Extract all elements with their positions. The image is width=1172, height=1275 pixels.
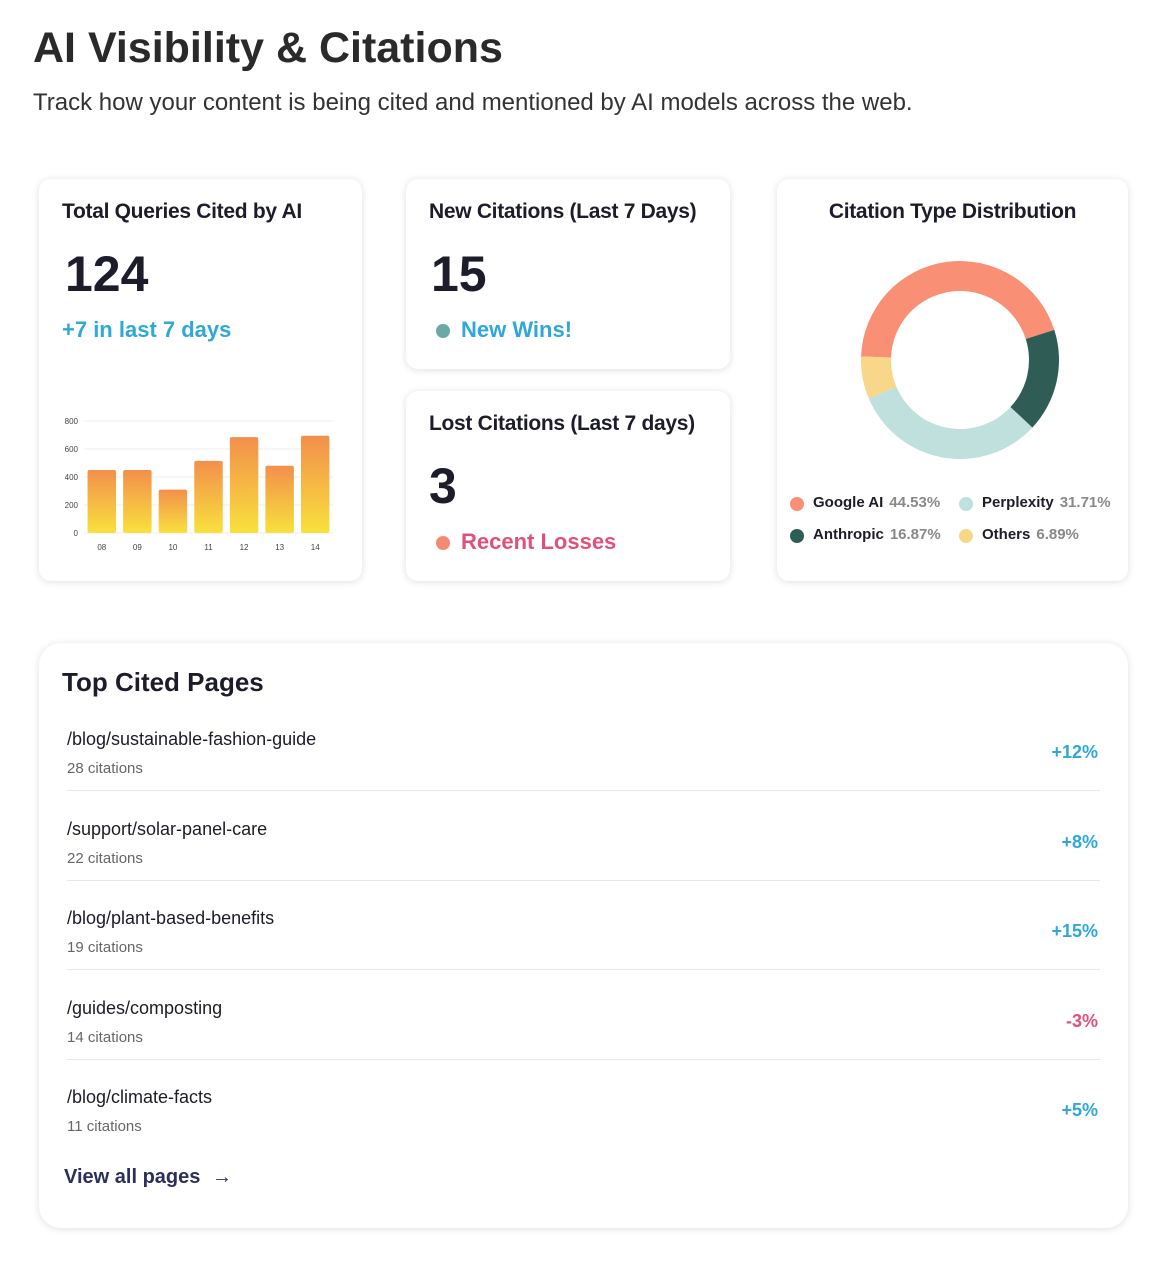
- page-subtitle: Track how your content is being cited an…: [33, 89, 913, 116]
- legend-swatch: [790, 529, 804, 543]
- section-title: Top Cited Pages: [62, 667, 264, 697]
- legend-swatch: [959, 497, 973, 511]
- view-all-link[interactable]: View all pages →: [64, 1166, 232, 1188]
- donut-segment: [868, 386, 1033, 459]
- page-title: AI Visibility & Citations: [33, 24, 503, 72]
- change-value: +15%: [1051, 921, 1098, 942]
- legend-value: 6.89%: [1036, 526, 1079, 543]
- card-title: Citation Type Distribution: [828, 200, 1077, 223]
- page-path: /blog/climate-facts: [67, 1087, 213, 1108]
- legend-value: 31.71%: [1059, 494, 1111, 511]
- legend-label: Google AI: [813, 494, 884, 511]
- legend-value: 44.53%: [889, 494, 941, 511]
- card-status: Recent Losses: [461, 529, 617, 554]
- row-separator: [67, 879, 1100, 881]
- bar: [300, 435, 330, 533]
- card-title: Lost Citations (Last 7 days): [429, 412, 695, 435]
- donut-segment: [861, 356, 897, 399]
- x-tick-label: 09: [133, 543, 142, 552]
- change-value: +8%: [1061, 831, 1098, 852]
- y-tick-label: 600: [65, 445, 79, 454]
- card-status: New Wins!: [461, 317, 573, 342]
- page-path: /guides/composting: [67, 997, 223, 1018]
- bar: [123, 470, 152, 533]
- legend-item: Anthropic 16.87%: [813, 526, 941, 543]
- card-value: 124: [65, 246, 149, 302]
- status-dot: [436, 324, 450, 338]
- donut-segment: [861, 261, 1055, 358]
- page-path: /blog/sustainable-fashion-guide: [67, 729, 317, 749]
- card-value: 3: [429, 458, 457, 514]
- card-title: Total Queries Cited by AI: [62, 200, 302, 223]
- legend-swatch: [790, 497, 804, 511]
- distribution-card: Citation Type Distribution: [777, 179, 1128, 581]
- page-path: /blog/plant-based-benefits: [67, 908, 275, 929]
- citation-count: 28 citations: [67, 760, 143, 777]
- x-tick-label: 08: [97, 543, 106, 552]
- legend-value: 16.87%: [889, 526, 941, 543]
- bar: [194, 460, 223, 533]
- bar: [158, 489, 188, 533]
- x-tick-label: 14: [311, 543, 320, 552]
- legend-item: Google AI 44.53%: [813, 494, 940, 511]
- bar: [229, 437, 259, 533]
- bar: [265, 465, 294, 533]
- page-path: /support/solar-panel-care: [67, 818, 268, 839]
- x-tick-label: 13: [275, 543, 284, 552]
- row-separator: [67, 790, 1100, 791]
- card-title: New Citations (Last 7 Days): [429, 200, 697, 223]
- link-text[interactable]: View all pages: [64, 1166, 201, 1188]
- legend-item: Perplexity 31.71%: [982, 494, 1111, 511]
- citation-count: 22 citations: [67, 849, 143, 867]
- card-value: 15: [431, 246, 487, 302]
- bar: [87, 470, 117, 533]
- legend-swatch: [959, 529, 973, 543]
- change-value: +12%: [1051, 742, 1098, 762]
- y-tick-label: 0: [74, 529, 79, 538]
- row-separator: [67, 1058, 1100, 1060]
- citation-count: 14 citations: [67, 1028, 143, 1046]
- change-value: +5%: [1061, 1100, 1098, 1121]
- status-dot: [436, 536, 450, 550]
- legend-label: Perplexity: [982, 494, 1054, 511]
- card-change: +7 in last 7 days: [62, 317, 232, 342]
- x-tick-label: 12: [240, 543, 249, 552]
- bar-chart: 0 200 400 600 800 08 09 10 11 12 13 14: [65, 417, 333, 552]
- y-tick-label: 400: [65, 473, 79, 482]
- new-citations-card: New Citations (Last 7 Days) 15 New Wins!: [406, 179, 730, 369]
- legend-item: Others 6.89%: [982, 526, 1079, 543]
- x-tick-label: 11: [204, 543, 213, 552]
- legend-label: Anthropic: [813, 526, 884, 543]
- x-tick-label: 10: [168, 543, 177, 552]
- lost-citations-card: Lost Citations (Last 7 days) 3 Recent Lo…: [406, 391, 730, 581]
- donut-segment: [1010, 329, 1059, 428]
- change-value: -3%: [1065, 1010, 1098, 1031]
- row-separator: [67, 969, 1100, 971]
- y-tick-label: 200: [65, 501, 79, 510]
- donut-chart: [861, 261, 1059, 459]
- legend-label: Others: [982, 526, 1031, 543]
- y-tick-label: 800: [65, 417, 79, 426]
- citation-count: 19 citations: [67, 939, 143, 957]
- citation-count: 11 citations: [67, 1118, 142, 1136]
- top-pages-card: Top Cited Pages: [39, 643, 1128, 1228]
